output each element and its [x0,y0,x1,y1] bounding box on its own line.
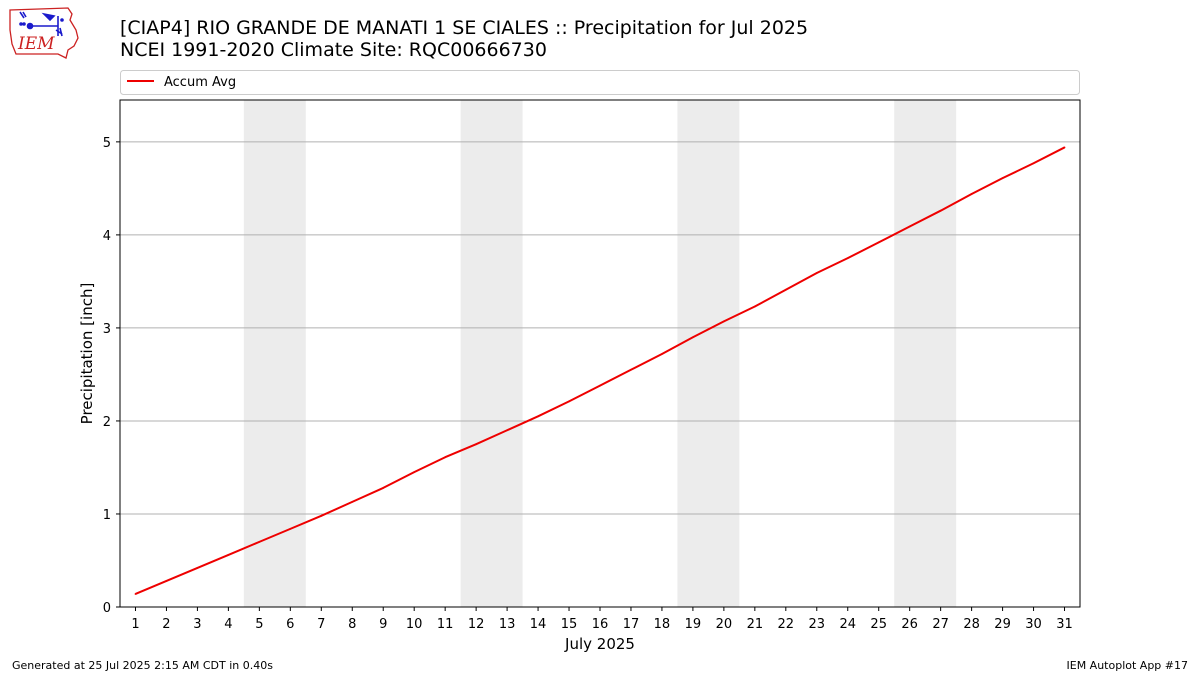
weekend-band [243,100,306,607]
app-label: IEM Autoplot App #17 [1066,659,1189,672]
data-point [444,456,447,459]
y-tick-label: 0 [103,601,111,616]
data-point [692,336,694,339]
x-axis: 1 2 3 4 5 6 7 8 9 10 11 12 13 14 15 16 17 18 19 20 21 22 23 24 2… [131,607,1073,632]
x-tick-label: 30 [1025,617,1042,632]
data-point [630,368,632,371]
x-tick-label: 9 [379,617,387,632]
y-tick-label: 5 [103,136,111,151]
x-tick-label: 20 [716,617,733,632]
x-tick-label: 12 [468,617,485,632]
generated-timestamp: Generated at 25 Jul 2025 2:15 AM CDT in … [12,659,273,672]
x-axis-label: July 2025 [564,635,635,653]
grid-lines [120,141,1080,515]
data-point [134,593,137,595]
data-point [722,320,725,323]
x-tick-label: 28 [963,617,980,632]
legend: Accum Avg [120,70,1080,95]
x-tick-label: 15 [561,617,578,632]
y-tick-label: 4 [103,229,111,244]
state-outline-icon [9,7,79,59]
weekend-band [460,100,523,607]
data-point [846,257,849,260]
weekend-band [894,100,957,607]
data-point [1032,162,1035,165]
y-axis-label: Precipitation [inch] [78,283,96,425]
y-tick-label: 2 [103,415,111,430]
x-tick-label: 22 [778,617,795,632]
y-axis: 0 1 2 3 4 5 [103,136,120,616]
x-tick-label: 26 [901,617,918,632]
data-point [753,305,756,308]
chart-title: [CIAP4] RIO GRANDE DE MANATI 1 SE CIALES… [120,17,809,39]
data-point [320,514,323,517]
data-point [351,500,354,503]
data-point [939,209,942,212]
x-tick-label: 14 [530,617,547,632]
x-tick-label: 23 [809,617,826,632]
data-point [970,193,973,195]
data-point [877,241,880,244]
legend-box [120,70,1080,95]
series-layer [134,146,1066,595]
x-tick-label: 21 [747,617,764,632]
data-point [413,471,416,474]
x-tick-label: 16 [592,617,609,632]
data-point [784,288,787,291]
data-point [661,353,663,355]
data-point [165,580,168,582]
data-point [382,487,385,489]
x-tick-label: 13 [499,617,516,632]
data-point [289,527,292,530]
data-point [196,567,199,569]
data-point [568,400,570,403]
data-point [908,225,911,228]
iem-logo: IEM [9,7,79,59]
y-tick-label: 1 [103,508,111,523]
data-point [599,384,601,387]
x-tick-label: 31 [1056,617,1073,632]
data-point [1001,177,1004,180]
x-tick-label: 29 [994,617,1011,632]
x-tick-label: 19 [685,617,702,632]
data-point [227,554,230,556]
legend-label-accum-avg: Accum Avg [164,75,236,90]
x-tick-label: 3 [193,617,201,632]
data-point [506,429,508,432]
x-tick-label: 10 [406,617,423,632]
y-tick-label: 3 [103,322,111,337]
data-point [815,272,818,274]
x-tick-label: 7 [317,617,325,632]
x-tick-label: 5 [255,617,263,632]
weather-instrument-icon [19,11,64,37]
x-tick-label: 11 [437,617,454,632]
x-tick-label: 24 [839,617,856,632]
x-tick-label: 18 [654,617,671,632]
data-point [258,540,261,543]
data-point [537,415,539,418]
x-tick-label: 6 [286,617,294,632]
weekend-band [677,100,740,607]
x-tick-label: 2 [162,617,170,632]
x-tick-label: 4 [224,617,232,632]
x-tick-label: 27 [932,617,949,632]
x-tick-label: 1 [131,617,139,632]
x-tick-label: 17 [623,617,640,632]
data-point [475,443,478,446]
logo-text: IEM [17,34,55,54]
chart-subtitle: NCEI 1991-2020 Climate Site: RQC00666730 [120,39,547,61]
x-tick-label: 8 [348,617,356,632]
data-point [1063,146,1066,149]
weekend-bands [243,100,957,607]
x-tick-label: 25 [870,617,887,632]
